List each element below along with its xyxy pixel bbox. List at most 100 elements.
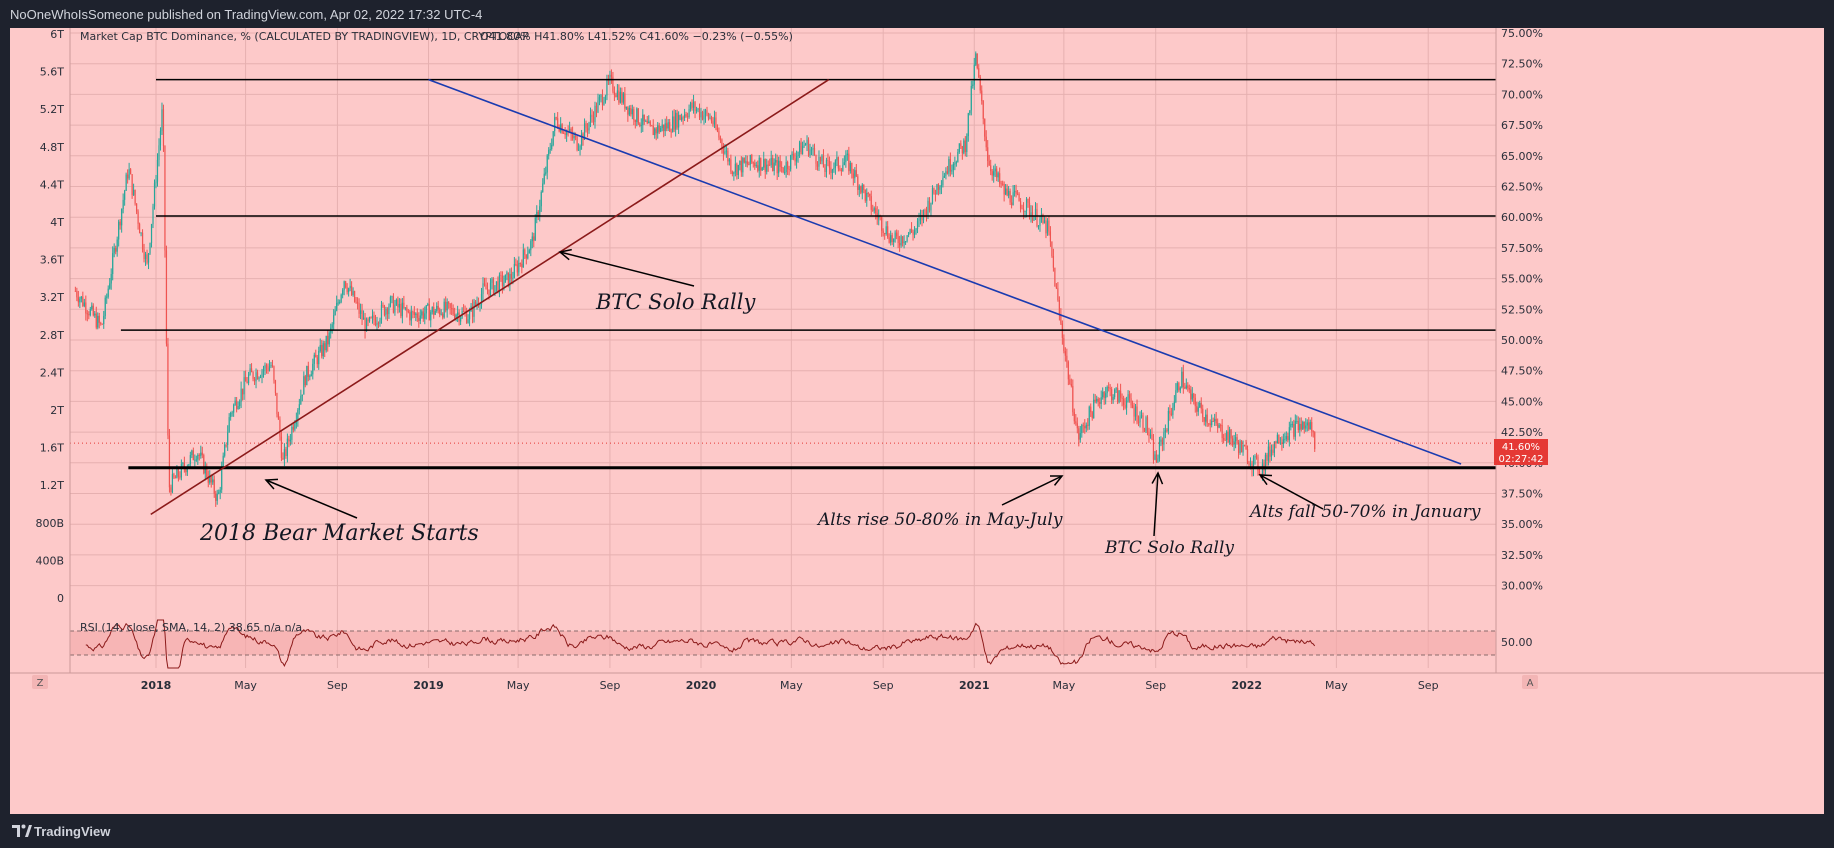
candle-body — [1121, 397, 1123, 400]
candle-body — [388, 306, 390, 315]
chart-pane[interactable]: 75.00% 72.50% 70.00% 67.50% 65.00% 62.50% 60.0… — [10, 28, 1824, 814]
candle-body — [939, 186, 941, 190]
candle-body — [912, 231, 914, 235]
candle-body — [951, 169, 953, 172]
candle-body — [987, 147, 989, 161]
candle-body — [322, 343, 324, 357]
candle-body — [569, 128, 571, 132]
candle-body — [637, 108, 639, 124]
candle-body — [1067, 361, 1069, 380]
candle-body — [1019, 201, 1022, 209]
candle-body — [243, 377, 245, 395]
candle-body — [515, 264, 517, 265]
candle-body — [249, 368, 251, 375]
candle-body — [100, 322, 102, 325]
candle-body — [106, 296, 108, 298]
annotation-bear-market: 2018 Bear Market Starts — [199, 521, 479, 546]
candle-body — [636, 108, 638, 123]
candle-body — [725, 150, 728, 152]
candle-body — [522, 249, 524, 268]
candle-body — [925, 210, 928, 216]
candle-body — [507, 272, 509, 287]
candle-body — [1179, 387, 1181, 391]
candle-body — [592, 116, 595, 123]
candle-body — [781, 166, 783, 168]
y-left-tick-label: 1.2T — [40, 479, 64, 492]
candle-body — [1155, 454, 1158, 463]
candle-body — [460, 317, 462, 322]
y-right-tick-label: 37.50% — [1501, 488, 1543, 501]
candle-body — [972, 84, 974, 86]
candle-body — [206, 465, 208, 478]
candle-body — [782, 167, 784, 173]
candle-body — [297, 409, 299, 420]
arrow-btc-solo-rally-2 — [1153, 472, 1159, 537]
candle-body — [1037, 225, 1040, 227]
candle-body — [527, 253, 529, 259]
candle-body — [940, 185, 943, 187]
trendline-descending — [428, 78, 1462, 465]
candle-body — [788, 169, 790, 171]
candle-body — [268, 366, 271, 371]
candle-body — [764, 158, 766, 172]
candle-body — [746, 161, 748, 165]
candle-body — [168, 435, 171, 488]
candle-body — [719, 137, 722, 140]
candle-body — [324, 343, 326, 351]
candle-body — [1269, 446, 1271, 457]
y-left-tick-label: 5.6T — [40, 66, 64, 79]
candle-body — [236, 400, 238, 410]
candle-body — [552, 131, 554, 146]
candle-body — [368, 317, 371, 322]
candle-body — [667, 122, 669, 129]
candle-body — [310, 374, 312, 377]
candle-body — [1311, 422, 1313, 432]
y-right-tick-label: 55.00% — [1501, 273, 1543, 286]
candle-body — [510, 273, 512, 279]
candle-body — [425, 305, 427, 314]
candle-body — [274, 380, 277, 393]
candle-body — [83, 302, 85, 306]
candle-body — [574, 135, 577, 137]
candle-body — [147, 253, 150, 263]
candle-body — [900, 236, 902, 246]
auto-scale-button[interactable]: A — [1522, 675, 1538, 689]
candle-body — [397, 299, 399, 308]
candle-body — [185, 468, 187, 473]
candle-body — [159, 130, 162, 146]
candle-body — [173, 474, 175, 478]
candle-body — [1070, 384, 1072, 386]
candle-body — [1270, 449, 1273, 457]
candle-body — [253, 378, 256, 382]
candle-body — [1300, 423, 1302, 430]
candle-body — [137, 211, 139, 224]
candle-body — [1246, 449, 1249, 464]
candle-body — [624, 93, 626, 109]
candle-body — [1072, 385, 1074, 413]
candle-body — [1055, 286, 1057, 289]
candle-body — [1011, 202, 1013, 206]
candle-body — [377, 322, 380, 324]
candle-body — [292, 426, 294, 430]
candle-body — [1008, 191, 1010, 196]
candle-body — [869, 193, 871, 197]
candle-body — [936, 184, 938, 195]
candle-body — [121, 209, 123, 226]
candle-body — [531, 236, 533, 242]
candle-body — [231, 412, 233, 414]
candle-body — [394, 304, 396, 313]
candle-body — [1170, 413, 1172, 415]
candle-body — [374, 320, 377, 326]
candle-body — [530, 241, 532, 251]
candle-body — [663, 124, 665, 132]
candle-body — [183, 463, 185, 469]
y-right-tick-label: 32.50% — [1501, 549, 1543, 562]
candle-body — [824, 167, 826, 173]
candle-body — [430, 312, 432, 321]
price-chart-svg[interactable]: 75.00% 72.50% 70.00% 67.50% 65.00% 62.50% 60.0… — [10, 28, 1824, 814]
z-button[interactable]: Z — [32, 675, 48, 689]
candle-body — [718, 131, 720, 138]
candle-body — [666, 123, 668, 129]
last-price-tag: 41.60% 02:27:42 — [1494, 439, 1548, 465]
candle-body — [691, 102, 693, 108]
